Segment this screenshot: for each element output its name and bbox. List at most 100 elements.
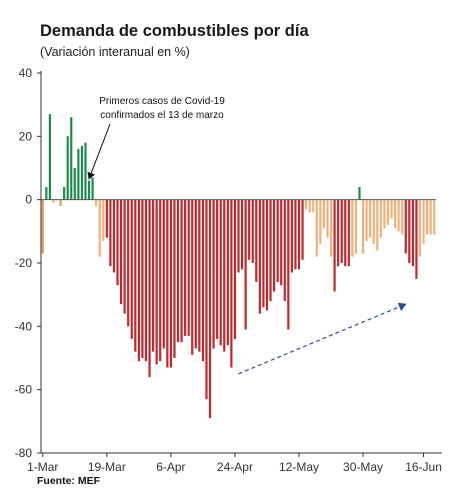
- bar: [237, 199, 240, 273]
- bar: [404, 199, 407, 254]
- bar: [176, 199, 180, 343]
- bar: [361, 199, 365, 254]
- bar: [383, 199, 386, 229]
- y-tick-label: -40: [15, 319, 33, 333]
- annotation-arrow: [87, 123, 111, 180]
- bar: [219, 199, 222, 346]
- x-tick-label: 1-Mar: [27, 460, 58, 474]
- y-tick-label: -80: [15, 446, 33, 460]
- bar: [155, 199, 158, 365]
- bar: [340, 199, 343, 263]
- bar: [351, 199, 354, 257]
- bar: [244, 199, 247, 330]
- bar: [280, 199, 283, 286]
- bar: [393, 199, 397, 229]
- bar: [376, 199, 379, 251]
- bar: [212, 199, 215, 349]
- bar: [390, 199, 393, 219]
- bar: [144, 199, 148, 362]
- bar: [290, 199, 293, 273]
- bar: [123, 199, 126, 314]
- bar: [411, 199, 414, 267]
- bar: [102, 199, 105, 241]
- annotation-text-line-1: Primeros casos de Covid-19: [99, 96, 225, 107]
- x-tick-label: 24-Apr: [217, 460, 253, 474]
- bar: [91, 177, 94, 200]
- x-tick-label: 12-May: [279, 460, 319, 474]
- bar: [119, 199, 123, 305]
- bar: [169, 199, 172, 368]
- bar: [127, 199, 130, 327]
- y-tick-label: 40: [19, 66, 33, 80]
- recovery-trend-arrow: [238, 302, 407, 375]
- bar: [66, 136, 69, 200]
- bar: [141, 199, 144, 358]
- bar: [191, 199, 194, 355]
- bar: [308, 199, 311, 213]
- x-tick-label: 6-Apr: [156, 460, 185, 474]
- y-tick-label: 0: [25, 193, 32, 207]
- bar: [258, 199, 261, 314]
- bar: [208, 199, 212, 419]
- bars-group: [41, 114, 436, 419]
- bar: [326, 199, 329, 238]
- bar: [344, 199, 347, 267]
- bar: [48, 114, 51, 200]
- bar: [276, 199, 279, 282]
- bar: [223, 199, 226, 352]
- bar: [134, 199, 137, 352]
- bar: [73, 168, 76, 200]
- bar: [87, 180, 91, 200]
- bar: [283, 199, 286, 301]
- bar: [433, 199, 436, 235]
- bar: [269, 199, 272, 301]
- bar: [233, 199, 237, 339]
- bar: [226, 199, 229, 346]
- bar: [255, 199, 258, 282]
- bar: [137, 199, 140, 362]
- bar: [230, 199, 233, 368]
- bar: [354, 199, 358, 254]
- bar: [312, 199, 315, 213]
- bar: [59, 199, 62, 206]
- bar: [319, 199, 322, 244]
- bar: [116, 199, 119, 286]
- source-note: Fuente: MEF: [37, 475, 100, 487]
- bar: [180, 199, 183, 343]
- bar: [248, 199, 251, 260]
- bar: [426, 199, 429, 235]
- bar: [105, 199, 108, 238]
- bar: [386, 199, 390, 225]
- bar: [198, 199, 201, 352]
- bar: [194, 199, 197, 349]
- bar: [45, 187, 48, 200]
- y-tick-label: -60: [15, 383, 33, 397]
- annotation-group: Primeros casos de Covid-19 confirmados el…: [87, 96, 407, 375]
- bar: [372, 199, 375, 244]
- bar: [173, 199, 176, 358]
- bar: [305, 199, 308, 210]
- bar: [95, 199, 98, 206]
- bar: [337, 199, 340, 267]
- bar: [379, 199, 382, 238]
- bar: [240, 199, 244, 270]
- x-tick-label: 30-May: [343, 460, 383, 474]
- bar: [98, 199, 101, 257]
- bar: [265, 199, 269, 311]
- bar: [272, 199, 276, 292]
- bar: [216, 199, 219, 339]
- bar: [187, 199, 190, 336]
- bar: [287, 199, 290, 330]
- bar: [262, 199, 265, 308]
- bar: [63, 187, 66, 200]
- bar: [333, 199, 336, 292]
- y-tick-label: 20: [19, 129, 33, 143]
- bar: [329, 199, 333, 257]
- bar: [151, 199, 155, 352]
- bar: [369, 199, 372, 238]
- bar: [77, 149, 80, 200]
- bar: [52, 199, 55, 203]
- bar: [429, 199, 432, 235]
- x-tick-label: 16-Jun: [405, 460, 442, 474]
